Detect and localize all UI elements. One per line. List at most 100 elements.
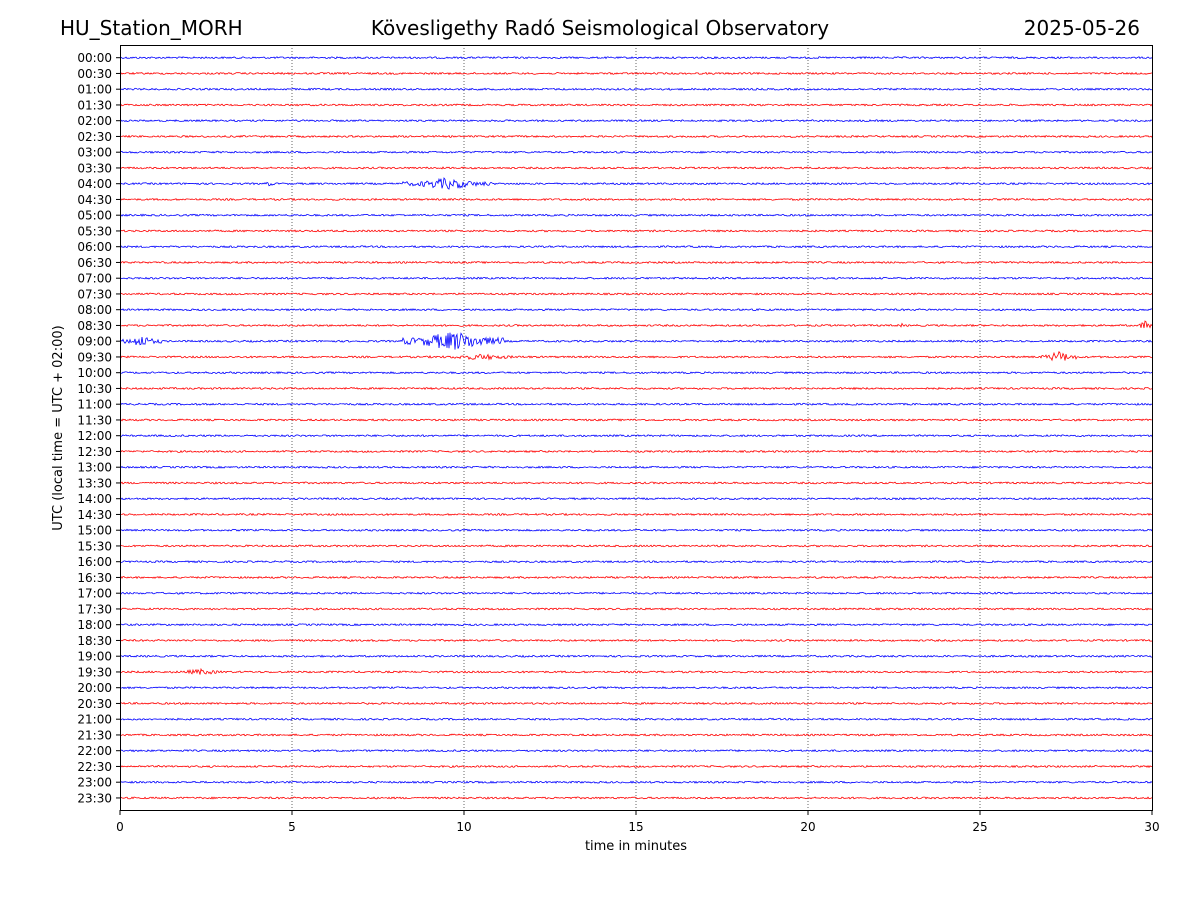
trace-row [119,717,1153,721]
trace-row [119,402,1153,406]
y-tick-label: 01:00 [77,83,112,97]
trace-row [119,497,1153,501]
trace-row [119,371,1153,375]
trace-row [119,177,1153,190]
y-tick-label: 12:30 [77,445,112,459]
plot-frame [120,45,1153,811]
y-tick-label: 00:30 [77,67,112,81]
trace-row [119,418,1153,422]
trace-row [119,701,1153,706]
y-tick-label: 16:30 [77,571,112,585]
y-tick-label: 07:30 [77,287,112,301]
y-tick-label: 11:00 [77,398,112,412]
y-tick-label: 09:30 [77,350,112,364]
trace-row [119,544,1153,548]
trace-row [119,654,1153,658]
trace-row [119,166,1153,170]
y-tick-label: 20:00 [77,681,112,695]
y-tick-label: 03:30 [77,161,112,175]
y-tick-label: 02:30 [77,130,112,144]
observatory-title: Kövesligethy Radó Seismological Observat… [370,16,830,40]
y-tick-label: 20:30 [77,697,112,711]
trace-row [119,764,1153,769]
y-tick-label: 10:30 [77,382,112,396]
trace-row [119,320,1153,329]
y-tick-label: 22:00 [77,744,112,758]
trace-row [119,575,1153,580]
y-tick-label: 15:00 [77,524,112,538]
trace-row [119,796,1153,800]
y-tick-label: 00:00 [77,51,112,65]
y-tick-label: 08:30 [77,319,112,333]
y-tick-label: 04:00 [77,177,112,191]
trace-row [119,481,1153,485]
x-axis: 0 5 10 15 20 25 30 [116,810,1160,834]
y-tick-label: 21:00 [77,713,112,727]
x-tick-label: 15 [628,820,643,834]
y-tick-label: 11:30 [77,413,112,427]
station-name: HU_Station_MORH [60,16,243,40]
y-tick-label: 12:00 [77,429,112,443]
trace-row [119,103,1153,107]
y-tick-label: 14:30 [77,508,112,522]
trace-row [119,512,1153,517]
x-tick-label: 0 [116,820,124,834]
x-tick-label: 30 [1144,820,1159,834]
trace-row [119,528,1153,532]
y-tick-label: 09:00 [77,335,112,349]
y-tick-label: 13:00 [77,461,112,475]
y-tick-label: 06:00 [77,240,112,254]
y-tick-label: 19:00 [77,650,112,664]
y-tick-label: 16:00 [77,555,112,569]
y-tick-label: 02:00 [77,114,112,128]
trace-row [119,150,1153,154]
trace-row [119,667,1153,675]
trace-row [119,607,1153,611]
x-tick-label: 10 [456,820,471,834]
y-tick-label: 18:00 [77,618,112,632]
y-tick-label: 10:00 [77,366,112,380]
y-tick-label: 07:00 [77,272,112,286]
trace-row [119,213,1153,217]
trace-row [119,749,1153,753]
trace-row [119,560,1153,564]
y-tick-label: 01:30 [77,98,112,112]
y-tick-label: 05:30 [77,224,112,238]
y-tick-label: 17:30 [77,602,112,616]
trace-row [119,686,1153,690]
y-tick-label: 23:30 [77,791,112,805]
trace-row [119,134,1153,139]
trace-row [119,434,1153,438]
trace-row [119,245,1153,249]
y-tick-label: 04:30 [77,193,112,207]
trace-row [119,350,1153,362]
y-tick-label: 21:30 [77,728,112,742]
trace-row [119,56,1153,60]
trace-row [119,638,1153,643]
trace-row [119,197,1153,202]
trace-row [119,119,1153,123]
y-tick-label: 08:00 [77,303,112,317]
trace-row [119,71,1153,76]
x-tick-label: 20 [800,820,815,834]
y-tick-label: 17:00 [77,587,112,601]
trace-row [119,623,1153,627]
y-tick-label: 14:00 [77,492,112,506]
trace-row [119,465,1153,469]
trace-row [119,449,1153,454]
record-date: 2025-05-26 [1023,16,1140,40]
trace-row [119,229,1153,233]
x-axis-label: time in minutes [585,839,687,854]
x-tick-label: 25 [972,820,987,834]
y-tick-label: 06:30 [77,256,112,270]
y-axis-label: UTC (local time = UTC + 02:00) [51,325,66,530]
grid-lines [291,45,981,810]
trace-row [119,87,1153,91]
trace-row [119,780,1153,784]
trace-row [119,332,1153,350]
trace-row [119,733,1153,737]
seismic-traces [119,56,1153,800]
